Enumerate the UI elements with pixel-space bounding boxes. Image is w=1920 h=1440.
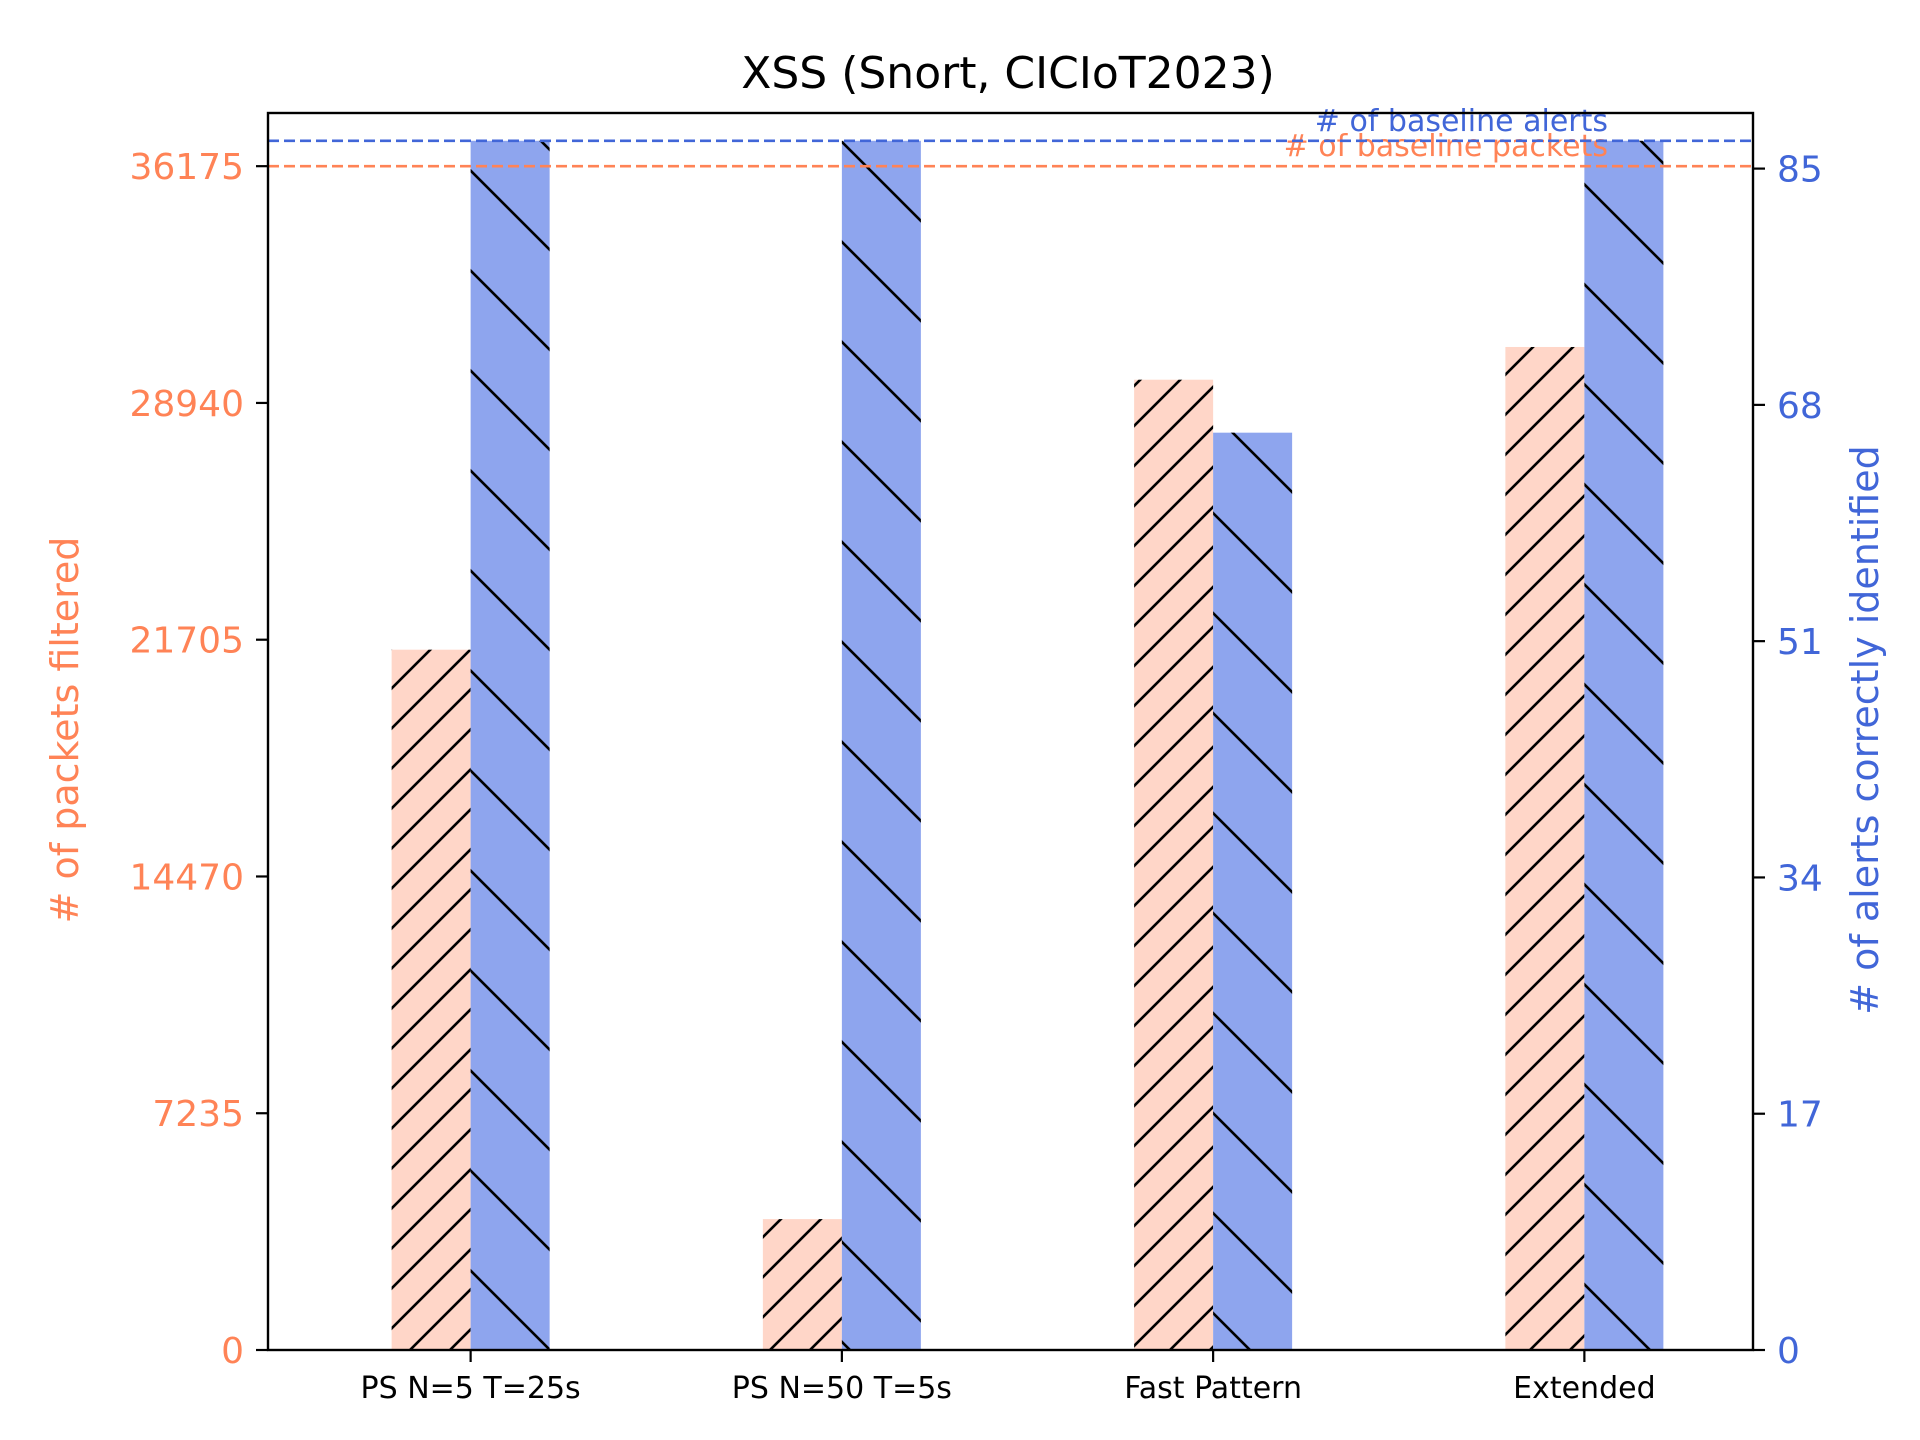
bar-hatch — [470, 140, 550, 1351]
x-tick-label: PS N=5 T=25s — [361, 1371, 581, 1406]
x-axis-ticks: PS N=5 T=25s PS N=50 T=5s Fast Pattern Exte… — [361, 1350, 1656, 1406]
x-tick-label: Extended — [1513, 1371, 1656, 1406]
bar-hatch — [1505, 346, 1585, 1351]
left-tick-label: 7235 — [152, 1094, 244, 1135]
bar-hatch — [762, 1219, 842, 1350]
x-tick-label: PS N=50 T=5s — [732, 1371, 952, 1406]
reference-line-label-1: # of baseline alerts — [1315, 104, 1608, 139]
bar-alerts-3 — [1584, 140, 1664, 1351]
right-axis-ticks: 0 17 34 51 68 85 — [1753, 150, 1823, 1372]
left-axis-ticks: 0 7235 14470 21705 28940 36175 — [129, 147, 268, 1372]
axes — [266, 111, 1755, 1352]
left-axis-label: # of packets filtered — [43, 537, 87, 924]
bar-packets-1 — [762, 1219, 842, 1350]
bar-packets-3 — [1505, 346, 1585, 1351]
right-tick-label: 68 — [1777, 386, 1823, 427]
reference-line-label-0: # of baseline packets — [1284, 129, 1608, 164]
right-axis-label: # of alerts correctly identified — [1843, 445, 1887, 1014]
x-tick-label: Fast Pattern — [1124, 1371, 1302, 1406]
left-tick-label: 21705 — [129, 621, 244, 662]
left-tick-label: 14470 — [129, 857, 244, 898]
right-tick-label: 85 — [1777, 150, 1823, 191]
right-tick-label: 51 — [1777, 622, 1823, 663]
plot-frame — [266, 111, 1755, 1352]
left-tick-label: 28940 — [129, 384, 244, 425]
bar-hatch — [1134, 379, 1214, 1351]
chart-title: XSS (Snort, CICIoT2023) — [741, 48, 1275, 99]
bar-packets-0 — [391, 649, 471, 1350]
right-tick-label: 0 — [1777, 1331, 1800, 1372]
bar-packets-2 — [1134, 379, 1214, 1351]
right-tick-label: 34 — [1777, 858, 1823, 899]
bar-alerts-1 — [841, 140, 921, 1351]
bar-hatch — [1213, 432, 1293, 1350]
bars-layer — [391, 140, 1664, 1351]
reference-lines: # of baseline packets# of baseline alert… — [268, 104, 1753, 168]
left-tick-label: 36175 — [129, 147, 244, 188]
bar-hatch — [391, 649, 471, 1350]
bar-alerts-2 — [1213, 432, 1293, 1350]
bar-alerts-0 — [470, 140, 550, 1351]
bar-hatch — [1584, 140, 1664, 1351]
bar-hatch — [841, 140, 921, 1351]
right-tick-label: 17 — [1777, 1095, 1823, 1136]
left-tick-label: 0 — [221, 1331, 244, 1372]
